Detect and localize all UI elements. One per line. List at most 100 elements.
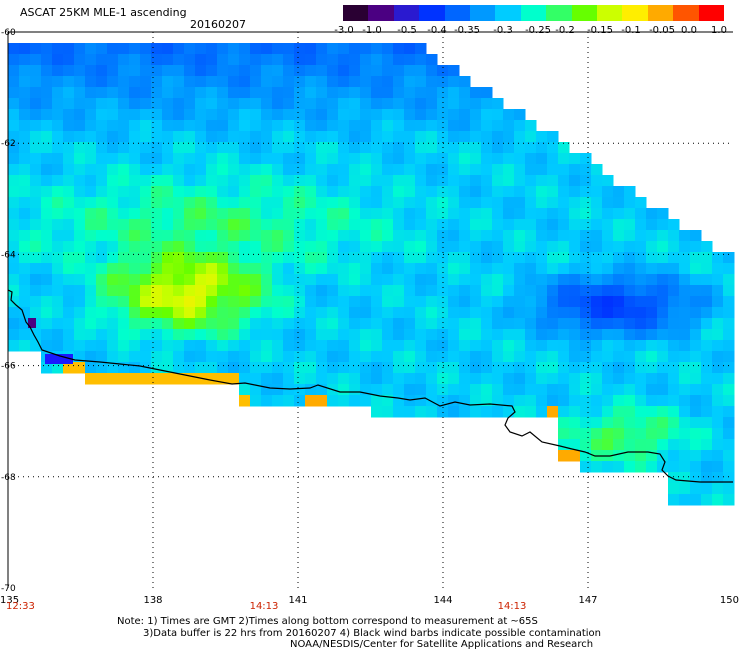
data-cell (41, 197, 53, 209)
data-cell (261, 373, 273, 385)
data-cell (85, 76, 97, 88)
data-cell (349, 384, 361, 396)
data-cell (624, 450, 636, 462)
data-cell (96, 362, 108, 374)
data-cell (129, 208, 141, 220)
data-cell (195, 296, 207, 308)
data-cell (316, 65, 328, 77)
data-cell (41, 340, 53, 352)
data-cell (712, 274, 724, 286)
data-cell (327, 219, 339, 231)
data-cell (360, 241, 372, 253)
data-cell (624, 406, 636, 418)
data-cell (602, 241, 614, 253)
data-cell (151, 208, 163, 220)
data-cell (437, 351, 449, 363)
data-cell (426, 406, 438, 418)
data-cell (371, 120, 383, 132)
data-cell (690, 450, 702, 462)
data-cell (536, 362, 548, 374)
data-cell (349, 197, 361, 209)
data-cell (129, 373, 141, 385)
data-cell (206, 351, 218, 363)
data-cell (195, 362, 207, 374)
data-cell (63, 197, 75, 209)
data-cell (74, 87, 86, 99)
data-cell (261, 153, 273, 165)
data-cell (569, 285, 581, 297)
data-cell (558, 208, 570, 220)
data-cell (195, 164, 207, 176)
data-cell (316, 76, 328, 88)
data-cell (459, 87, 471, 99)
data-cell (492, 230, 504, 242)
data-cell (448, 274, 460, 286)
data-cell (250, 120, 262, 132)
data-cell (415, 384, 427, 396)
data-cell (690, 263, 702, 275)
data-cell (712, 461, 724, 473)
data-cell (118, 109, 130, 121)
data-cell (228, 219, 240, 231)
data-cell (173, 318, 185, 330)
data-cell (547, 318, 559, 330)
data-cell (283, 373, 295, 385)
data-cell (63, 54, 75, 66)
data-cell (85, 373, 97, 385)
data-cell (184, 329, 196, 341)
data-cell (239, 351, 251, 363)
data-cell (305, 43, 317, 55)
data-cell (525, 131, 537, 143)
data-cell (360, 252, 372, 264)
data-cell (525, 384, 537, 396)
data-cell (129, 87, 141, 99)
data-cell (96, 142, 108, 154)
data-cell (19, 164, 31, 176)
data-cell (514, 351, 526, 363)
data-cell (635, 252, 647, 264)
data-cell (668, 241, 680, 253)
data-cell (63, 43, 75, 55)
data-cell (228, 87, 240, 99)
data-cell (371, 395, 383, 407)
data-cell (74, 43, 86, 55)
data-cell (19, 142, 31, 154)
data-cell (239, 43, 251, 55)
data-cell (228, 362, 240, 374)
data-cell (316, 373, 328, 385)
data-cell (613, 241, 625, 253)
data-cell (239, 384, 251, 396)
data-cell (96, 340, 108, 352)
data-cell (338, 340, 350, 352)
data-cell (426, 142, 438, 154)
data-cell (371, 362, 383, 374)
data-cell (19, 263, 31, 275)
data-cell (459, 120, 471, 132)
data-cell (283, 98, 295, 110)
data-cell (305, 98, 317, 110)
data-cell (514, 120, 526, 132)
data-cell (382, 208, 394, 220)
data-cell (404, 208, 416, 220)
data-cell (140, 186, 152, 198)
data-cell (349, 87, 361, 99)
data-cell (481, 230, 493, 242)
data-cell (624, 428, 636, 440)
data-cell (393, 274, 405, 286)
data-cell (96, 373, 108, 385)
data-cell (294, 263, 306, 275)
data-cell (723, 494, 735, 506)
data-cell (635, 428, 647, 440)
data-cell (646, 208, 658, 220)
data-cell (261, 274, 273, 286)
data-cell (591, 307, 603, 319)
data-cell (712, 417, 724, 429)
data-cell (404, 98, 416, 110)
data-cell (503, 219, 515, 231)
data-cell (239, 296, 251, 308)
data-cell (85, 263, 97, 275)
data-cell (206, 252, 218, 264)
data-cell (437, 263, 449, 275)
data-cell (580, 274, 592, 286)
data-cell (448, 219, 460, 231)
